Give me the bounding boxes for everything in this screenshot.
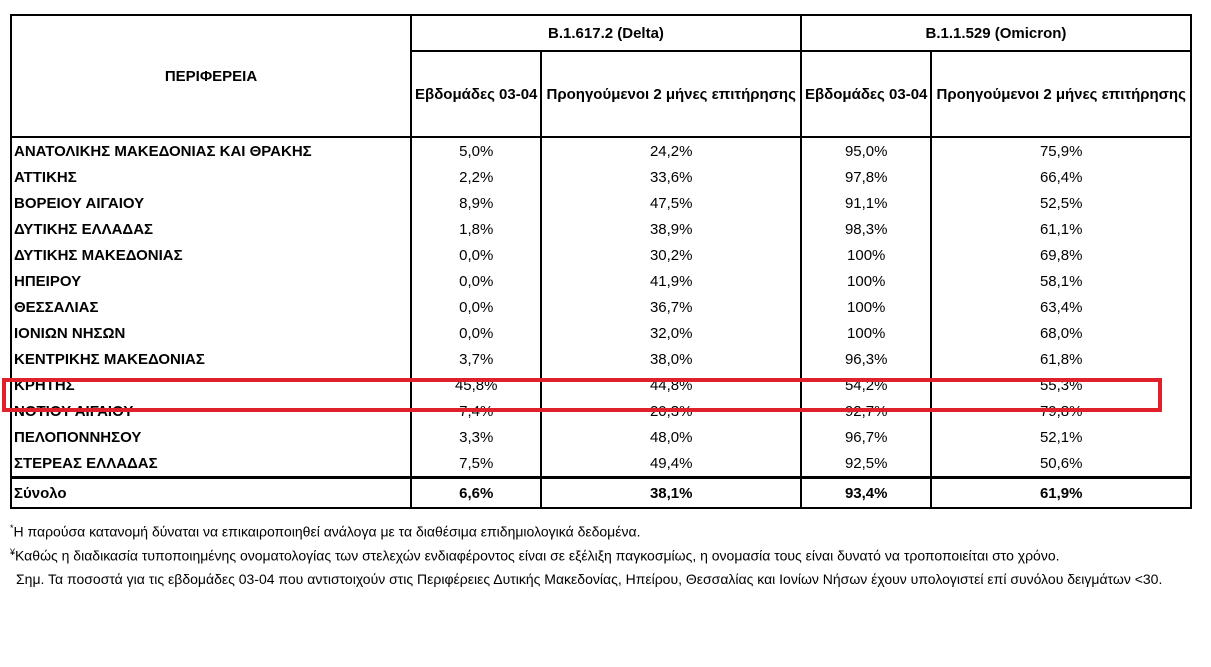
- value-cell: 61,9%: [930, 476, 1192, 509]
- value-cell: 58,1%: [930, 268, 1192, 294]
- value-cell: 32,0%: [540, 320, 802, 346]
- region-cell: Σύνολο: [10, 476, 412, 509]
- value-cell: 100%: [799, 294, 933, 320]
- omicron-prev-header: Προηγούμενοι 2 μήνες επιτήρησης: [930, 50, 1192, 138]
- region-cell: ΣΤΕΡΕΑΣ ΕΛΛΑΔΑΣ: [10, 450, 412, 478]
- value-cell: 44,8%: [540, 372, 802, 398]
- value-cell: 96,3%: [799, 346, 933, 372]
- value-cell: 30,2%: [540, 242, 802, 268]
- value-cell: 95,0%: [799, 136, 933, 164]
- footnote-marker: ¥: [10, 546, 16, 557]
- value-cell: 96,7%: [799, 424, 933, 450]
- region-cell: ΘΕΣΣΑΛΙΑΣ: [10, 294, 412, 320]
- table-row: ΑΤΤΙΚΗΣ 2,2% 33,6% 97,8% 66,4%: [10, 164, 1192, 190]
- value-cell: 100%: [799, 320, 933, 346]
- value-cell: 49,4%: [540, 450, 802, 478]
- value-cell: 100%: [799, 242, 933, 268]
- value-cell: 3,3%: [409, 424, 543, 450]
- value-cell: 63,4%: [930, 294, 1192, 320]
- value-cell: 66,4%: [930, 164, 1192, 190]
- value-cell: 61,1%: [930, 216, 1192, 242]
- table-row: ΘΕΣΣΑΛΙΑΣ 0,0% 36,7% 100% 63,4%: [10, 294, 1192, 320]
- value-cell: 38,9%: [540, 216, 802, 242]
- value-cell: 38,1%: [540, 476, 802, 509]
- table-row: ΣΤΕΡΕΑΣ ΕΛΛΑΔΑΣ 7,5% 49,4% 92,5% 50,6%: [10, 450, 1192, 478]
- region-cell: ΗΠΕΙΡΟΥ: [10, 268, 412, 294]
- delta-header: B.1.617.2 (Delta): [410, 14, 802, 52]
- table-row: ΑΝΑΤΟΛΙΚΗΣ ΜΑΚΕΔΟΝΙΑΣ ΚΑΙ ΘΡΑΚΗΣ 5,0% 24,2…: [10, 136, 1192, 164]
- delta-prev-header: Προηγούμενοι 2 μήνες επιτήρησης: [540, 50, 802, 138]
- total-row: Σύνολο 6,6% 38,1% 93,4% 61,9%: [10, 476, 1192, 509]
- value-cell: 50,6%: [930, 450, 1192, 478]
- region-cell: ΑΤΤΙΚΗΣ: [10, 164, 412, 190]
- table-row: ΚΕΝΤΡΙΚΗΣ ΜΑΚΕΔΟΝΙΑΣ 3,7% 38,0% 96,3% 61,8%: [10, 346, 1192, 372]
- value-cell: 52,5%: [930, 190, 1192, 216]
- footnote-2: ¥Καθώς η διαδικασία τυποποιημένης ονοματ…: [10, 542, 1200, 566]
- value-cell: 41,9%: [540, 268, 802, 294]
- variants-table: ΠΕΡΙΦΕΡΕΙΑ B.1.617.2 (Delta) B.1.1.529 (…: [10, 14, 1193, 509]
- value-cell: 33,6%: [540, 164, 802, 190]
- value-cell: 6,6%: [409, 476, 543, 509]
- value-cell: 61,8%: [930, 346, 1192, 372]
- region-cell: ΔΥΤΙΚΗΣ ΜΑΚΕΔΟΝΙΑΣ: [10, 242, 412, 268]
- region-cell: ΙΟΝΙΩΝ ΝΗΣΩΝ: [10, 320, 412, 346]
- value-cell: 0,0%: [409, 268, 543, 294]
- footnote-1: *Η παρούσα κατανομή δύναται να επικαιροπ…: [10, 518, 1200, 542]
- value-cell: 7,5%: [409, 450, 543, 478]
- value-cell: 0,0%: [409, 320, 543, 346]
- value-cell: 0,0%: [409, 294, 543, 320]
- value-cell: 52,1%: [930, 424, 1192, 450]
- value-cell: 0,0%: [409, 242, 543, 268]
- value-cell: 48,0%: [540, 424, 802, 450]
- value-cell: 75,9%: [930, 136, 1192, 164]
- footnote-text: Η παρούσα κατανομή δύναται να επικαιροπο…: [13, 523, 641, 540]
- table-row: ΔΥΤΙΚΗΣ ΕΛΛΑΔΑΣ 1,8% 38,9% 98,3% 61,1%: [10, 216, 1192, 242]
- value-cell: 1,8%: [409, 216, 543, 242]
- value-cell: 5,0%: [409, 136, 543, 164]
- value-cell: 68,0%: [930, 320, 1192, 346]
- table-row: ΙΟΝΙΩΝ ΝΗΣΩΝ 0,0% 32,0% 100% 68,0%: [10, 320, 1192, 346]
- value-cell: 69,8%: [930, 242, 1192, 268]
- delta-weeks-header: Εβδομάδες 03-04: [409, 50, 543, 138]
- value-cell: 100%: [799, 268, 933, 294]
- value-cell: 47,5%: [540, 190, 802, 216]
- table-row: ΚΡΗΤΗΣ 45,8% 44,8% 54,2% 55,3%: [10, 372, 1192, 398]
- region-cell: ΒΟΡΕΙΟΥ ΑΙΓΑΙΟΥ: [10, 190, 412, 216]
- value-cell: 3,7%: [409, 346, 543, 372]
- value-cell: 24,2%: [540, 136, 802, 164]
- omicron-header: B.1.1.529 (Omicron): [799, 14, 1193, 52]
- value-cell: 8,9%: [409, 190, 543, 216]
- value-cell: 55,3%: [930, 372, 1192, 398]
- table-row: ΠΕΛΟΠΟΝΝΗΣΟΥ 3,3% 48,0% 96,7% 52,1%: [10, 424, 1192, 450]
- highlight-box: [2, 378, 1162, 412]
- value-cell: 38,0%: [540, 346, 802, 372]
- value-cell: 91,1%: [799, 190, 933, 216]
- table-row: ΒΟΡΕΙΟΥ ΑΙΓΑΙΟΥ 8,9% 47,5% 91,1% 52,5%: [10, 190, 1192, 216]
- footnotes: *Η παρούσα κατανομή δύναται να επικαιροπ…: [10, 518, 1200, 589]
- value-cell: 2,2%: [409, 164, 543, 190]
- value-cell: 93,4%: [799, 476, 933, 509]
- table-row: ΔΥΤΙΚΗΣ ΜΑΚΕΔΟΝΙΑΣ 0,0% 30,2% 100% 69,8%: [10, 242, 1192, 268]
- footnote-3: Σημ. Τα ποσοστά για τις εβδομάδες 03-04 …: [16, 571, 1163, 588]
- value-cell: 36,7%: [540, 294, 802, 320]
- table-row: ΗΠΕΙΡΟΥ 0,0% 41,9% 100% 58,1%: [10, 268, 1192, 294]
- value-cell: 98,3%: [799, 216, 933, 242]
- region-cell: ΑΝΑΤΟΛΙΚΗΣ ΜΑΚΕΔΟΝΙΑΣ ΚΑΙ ΘΡΑΚΗΣ: [10, 136, 412, 164]
- value-cell: 97,8%: [799, 164, 933, 190]
- region-cell: ΠΕΛΟΠΟΝΝΗΣΟΥ: [10, 424, 412, 450]
- omicron-weeks-header: Εβδομάδες 03-04: [799, 50, 933, 138]
- value-cell: 92,5%: [799, 450, 933, 478]
- region-header: ΠΕΡΙΦΕΡΕΙΑ: [10, 14, 412, 138]
- region-cell: ΔΥΤΙΚΗΣ ΕΛΛΑΔΑΣ: [10, 216, 412, 242]
- footnote-text: Καθώς η διαδικασία τυποποιημένης ονοματο…: [15, 547, 1060, 564]
- footnote-marker: *: [10, 523, 14, 533]
- region-cell: ΚΕΝΤΡΙΚΗΣ ΜΑΚΕΔΟΝΙΑΣ: [10, 346, 412, 372]
